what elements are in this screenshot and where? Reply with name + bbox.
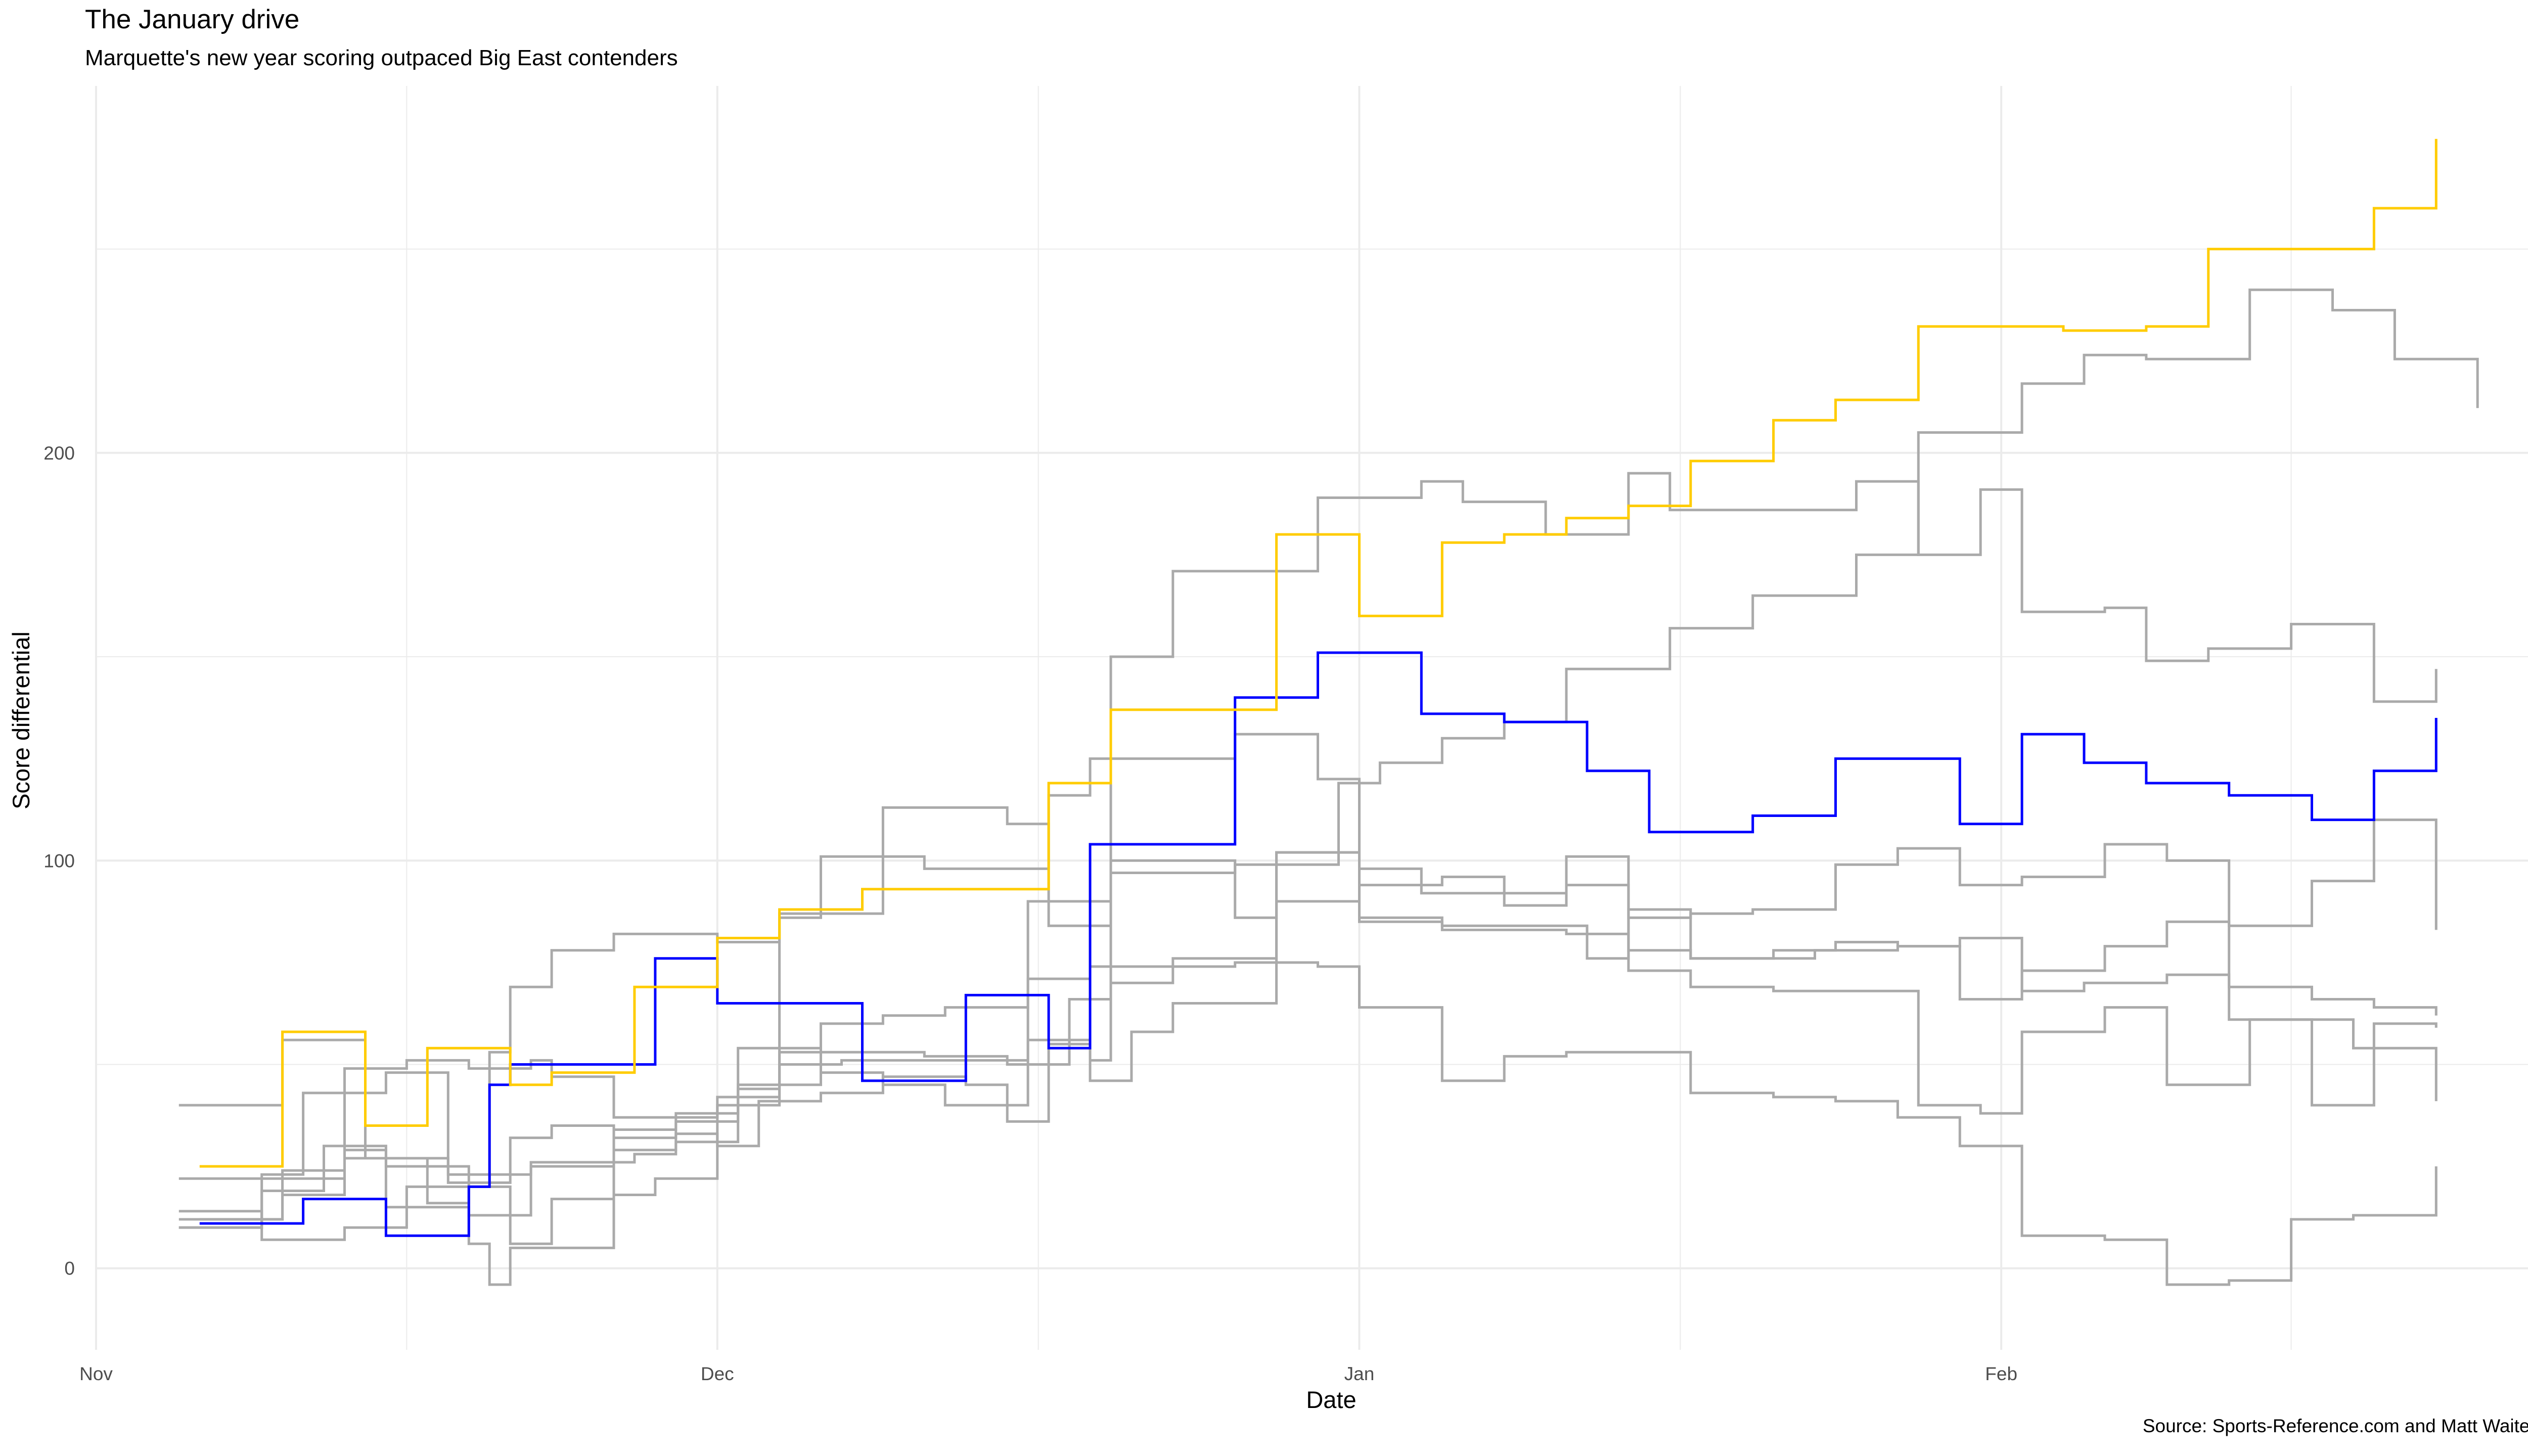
team-series-line (178, 851, 2437, 1229)
team-series-line (178, 900, 2437, 1229)
x-tick-label: Dec (701, 1363, 734, 1384)
team-series-line (199, 851, 2437, 1221)
tick-labels: NovDecJanFebMar0100200 (43, 443, 2017, 1384)
x-tick-label: Jan (1344, 1363, 1375, 1384)
y-tick-label: 0 (64, 1258, 75, 1279)
team-series-line (178, 472, 2437, 1221)
series-layer (178, 139, 2479, 1286)
highlight-series-line (199, 139, 2437, 1168)
team-series-line (178, 961, 2437, 1286)
x-tick-label: Nov (79, 1363, 113, 1384)
y-tick-label: 100 (43, 850, 75, 871)
x-axis-title: Date (1306, 1386, 1356, 1413)
team-series-line (178, 733, 2437, 1241)
source-caption: Source: Sports-Reference.com and Matt Wa… (2142, 1416, 2528, 1436)
chart-subtitle: Marquette's new year scoring outpaced Bi… (85, 46, 678, 70)
y-tick-label: 200 (43, 443, 75, 464)
chart-title: The January drive (85, 5, 300, 34)
x-tick-label: Feb (1985, 1363, 2017, 1384)
gridlines (95, 86, 2528, 1350)
y-axis-title: Score differential (8, 631, 34, 809)
team-series-line (178, 288, 2479, 1286)
